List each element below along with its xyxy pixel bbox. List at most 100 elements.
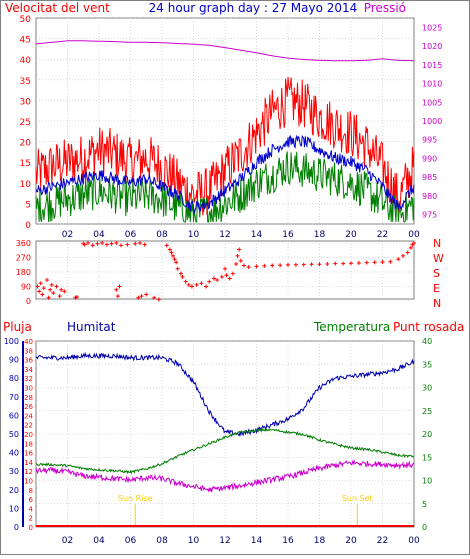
pressure-tick-label: 985 [422,173,437,182]
direction-point [62,289,67,294]
direction-point [51,290,56,295]
humidity-temperature-x-axis-ticks: 02 04 06 08 10 12 14 16 18 20 22 00 [62,536,420,546]
x-tick-label: 14 [251,536,263,546]
rain-tick-label: 30 [24,385,33,393]
pluja-title: Pluja [3,320,32,334]
pressure-tick-label: 1015 [422,61,442,70]
direction-point [364,260,369,265]
direction-point [301,262,306,267]
temperature-tick-label: 0 [422,523,427,532]
pressure-series [35,40,414,62]
direction-point [234,261,239,266]
direction-point [230,271,235,276]
wind-speed-tick-label: 0 [25,221,31,231]
compass-label: N [433,237,441,250]
direction-point [142,242,147,247]
direction-point [333,261,338,266]
direction-point [85,241,90,245]
direction-point [59,287,64,292]
wind-speed-tick-label: 50 [20,15,32,25]
temperature-tick-label: 25 [422,407,432,416]
x-tick-label: 12 [219,230,230,240]
direction-point [215,278,220,283]
graph-day-title: 24 hour graph day : 27 Mayo 2014 [149,1,358,15]
direction-point [109,241,114,246]
direction-point [178,271,183,276]
pressure-title: Pressió [364,1,406,15]
direction-point [262,263,267,268]
direction-point [293,262,298,267]
wind-speed-tick-label: 5 [25,200,31,210]
humidity-tick-label: 30 [9,467,19,476]
direction-point [115,294,120,299]
x-tick-label: 16 [282,536,294,546]
direction-point [224,273,229,278]
direction-point [204,284,209,289]
direction-point [144,292,149,297]
direction-point [278,263,283,268]
rain-tick-label: 0 [29,524,33,532]
wind-speed-tick-label: 10 [20,180,32,190]
direction-point [183,279,188,284]
pressure-axis-ticks: 975 980 985 990 995 1000 1005 1010 1015 1020 1025 [422,23,442,219]
rain-tick-label: 18 [24,440,33,448]
direction-point [317,262,322,267]
direction-point [45,278,50,283]
direction-point [270,263,275,268]
pressure-tick-label: 1020 [422,42,442,51]
direction-point [74,294,79,299]
wind-direction-axis-ticks: 0 90 180 270 360 [16,239,31,306]
direction-point [349,261,353,266]
humidity-axis-ticks: 0 10 20 30 40 50 60 70 80 90 100 [4,337,19,532]
pressure-tick-label: 1005 [422,98,442,107]
humidity-tick-label: 90 [9,356,19,365]
direction-tick-label: 270 [16,254,31,263]
direction-point [136,295,141,300]
rain-tick-label: 32 [24,375,33,383]
x-tick-label: 08 [156,230,168,240]
wind-pressure-x-axis-ticks: 02 04 06 08 10 12 14 16 18 20 22 00 [62,230,420,240]
direction-point [194,282,199,287]
direction-point [82,242,87,247]
direction-tick-label: 90 [21,283,31,292]
x-tick-label: 12 [219,536,230,546]
rain-tick-label: 40 [24,338,33,346]
direction-point [48,287,53,292]
direction-point [207,279,212,284]
x-tick-label: 04 [93,536,105,546]
sun-set-label: Sun Set [342,494,373,503]
direction-point [380,260,385,265]
direction-point [100,241,105,245]
rain-tick-label: 2 [29,515,33,523]
x-tick-label: 10 [188,230,200,240]
direction-point [139,294,144,299]
direction-point [356,260,361,265]
wind-speed-axis-ticks: 0 5 10 15 20 25 30 35 40 45 50 [20,15,32,231]
x-tick-label: 06 [125,536,137,546]
direction-point [400,253,405,258]
direction-point [35,284,40,289]
x-tick-label: 18 [314,230,326,240]
rain-tick-label: 14 [24,459,33,467]
direction-point [189,284,194,289]
direction-point [254,264,259,269]
pressure-tick-label: 990 [422,154,437,163]
wind-speed-tick-label: 45 [20,36,31,46]
direction-point [164,243,169,248]
direction-point [152,295,157,300]
x-tick-label: 22 [377,536,388,546]
direction-point [133,241,138,246]
temperature-tick-label: 35 [422,360,432,369]
wind-speed-tick-label: 40 [20,56,32,66]
humidity-tick-label: 10 [9,504,19,513]
wind-speed-tick-label: 15 [20,159,31,169]
wind-speed-title: Velocitat del vent [5,1,110,15]
humidity-tick-label: 0 [14,523,19,532]
direction-point [174,260,179,265]
temperature-tick-label: 30 [422,384,432,393]
rain-tick-label: 36 [24,357,33,365]
direction-point [408,245,413,250]
x-tick-label: 18 [314,536,326,546]
